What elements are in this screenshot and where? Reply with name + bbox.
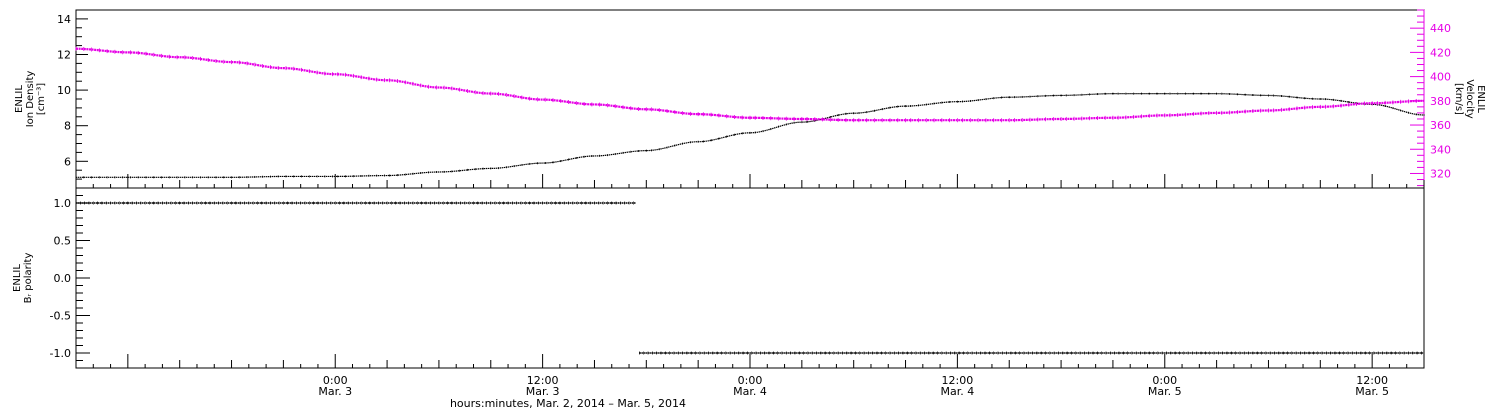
velocity-tick-label: 340 [1430,143,1451,156]
density-axis-title-line: ENLIL [14,85,25,113]
x-tick-date-label: Mar. 4 [733,385,767,398]
density-series-line [76,93,1425,178]
x-tick-date-label: Mar. 3 [526,385,560,398]
x-tick-date-label: Mar. 5 [1355,385,1389,398]
polarity-axis-title-line: ENLIL [12,264,23,292]
polarity-tick-label: -1.0 [50,347,71,360]
polarity-tick-label: 0.0 [54,272,72,285]
x-tick-date-label: Mar. 3 [318,385,352,398]
x-tick-date-label: Mar. 4 [941,385,975,398]
bottom-plot-frame [75,187,1425,369]
polarity-axis-title-line: Bᵣ polarity [23,253,34,304]
x-tick-time-label: 12:00 [942,374,974,387]
x-tick-time-label: 12:00 [1356,374,1388,387]
density-series-markers [75,92,1425,179]
velocity-axis-title-line: Velocity [1464,79,1475,118]
bottom-panel: 1.0 0.5 0.0 -0.5 -1.0 ENLIL Bᵣ polarity [12,187,1425,369]
velocity-series-line [75,47,1425,122]
velocity-tick-label: 420 [1430,46,1451,59]
density-tick-label: 12 [57,49,71,62]
velocity-tick-label: 400 [1430,71,1451,84]
density-axis-title: ENLIL Ion Density [cm⁻³] [14,71,47,128]
density-tick-label: 6 [64,155,71,168]
density-tick-label: 14 [57,13,71,26]
x-tick-time-label: 0:00 [1152,374,1177,387]
top-plot-frame [75,9,1425,189]
velocity-tick-label: 320 [1430,167,1451,180]
density-axis-title-line: [cm⁻³] [36,83,47,115]
velocity-series-markers [75,46,1425,123]
x-tick-date-label: Mar. 5 [1148,385,1182,398]
polarity-tick-label: 1.0 [54,197,72,210]
velocity-tick-label: 360 [1430,119,1451,132]
density-axis-title-line: Ion Density [25,71,36,128]
x-tick-time-label: 0:00 [323,374,348,387]
polarity-axis-title: ENLIL Bᵣ polarity [12,253,34,304]
polarity-tick-label: 0.5 [54,235,72,248]
velocity-tick-label: 380 [1430,95,1451,108]
x-tick-time-label: 12:00 [527,374,559,387]
velocity-axis-title-line: ENLIL [1475,85,1486,113]
density-tick-label: 10 [57,84,71,97]
x-axis-title: hours:minutes, Mar. 2, 2014 – Mar. 5, 20… [450,397,686,410]
velocity-axis-title-line: [km/s] [1453,83,1464,115]
density-tick-label: 8 [64,120,71,133]
polarity-tick-label: -0.5 [50,310,71,323]
x-tick-time-label: 0:00 [738,374,763,387]
velocity-tick-label: 440 [1430,22,1451,35]
